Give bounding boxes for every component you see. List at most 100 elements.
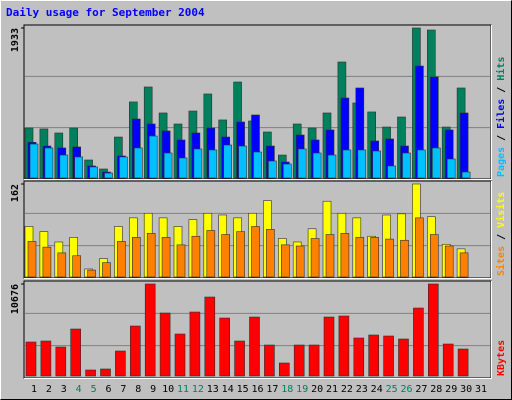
bar [144, 283, 156, 377]
bar [442, 343, 454, 377]
bar [310, 238, 320, 278]
x-tick-label: 4 [76, 384, 82, 395]
bar [102, 262, 111, 278]
bar [119, 156, 128, 179]
x-tick-label: 19 [296, 384, 308, 395]
bar [25, 341, 37, 377]
bar [72, 255, 81, 278]
bar [100, 368, 111, 377]
bar [59, 154, 69, 179]
bar [85, 369, 96, 377]
x-tick-label: 23 [356, 384, 368, 395]
panel-edge [24, 181, 492, 279]
bar [355, 237, 365, 278]
bar [295, 245, 305, 278]
bar [446, 158, 456, 179]
bar [159, 312, 171, 377]
x-tick-label: 22 [341, 384, 353, 395]
panel-edge [24, 281, 492, 379]
bar [383, 335, 394, 377]
bar [457, 348, 469, 377]
x-tick-label: 24 [371, 384, 383, 395]
bar [174, 333, 186, 377]
bar [370, 237, 380, 278]
bar [223, 144, 232, 179]
bar [282, 163, 292, 179]
bar [340, 233, 350, 278]
x-tick-label: 29 [445, 384, 457, 395]
x-tick-label: 14 [222, 384, 234, 395]
x-tick-label: 9 [150, 384, 156, 395]
bar [57, 252, 67, 278]
bar [429, 234, 439, 278]
x-tick-label: 10 [162, 384, 174, 395]
legend: KBytes [496, 340, 507, 376]
bar [461, 171, 471, 179]
x-tick-label: 28 [430, 384, 442, 395]
bar [234, 340, 245, 377]
bar [293, 344, 305, 377]
bar [353, 337, 365, 377]
x-tick-label: 11 [177, 384, 189, 395]
legend-entry: Visits [495, 192, 507, 228]
x-tick-label: 12 [192, 384, 204, 395]
bar [444, 245, 454, 278]
bar [104, 172, 113, 179]
bar [44, 147, 54, 179]
bar [148, 135, 158, 179]
x-tick-label: 16 [251, 384, 263, 395]
bar [178, 157, 188, 179]
legend-separator: / [496, 81, 507, 99]
bar [219, 317, 230, 377]
bar [146, 233, 156, 278]
x-tick-label: 1 [31, 384, 37, 395]
bar [161, 237, 171, 278]
bar [280, 244, 290, 278]
legend-entry: Hits [495, 57, 507, 81]
x-tick-label: 27 [415, 384, 427, 395]
bar [176, 244, 186, 278]
bar [238, 145, 247, 179]
bar [193, 148, 203, 179]
x-tick-label: 31 [475, 384, 487, 395]
legend: Pages / Files / Hits [495, 57, 507, 177]
bar [132, 237, 141, 278]
y-tick-label: 10676 [10, 284, 21, 314]
bar [308, 344, 320, 377]
bar [42, 246, 52, 278]
bar [115, 350, 126, 377]
bar [130, 325, 141, 377]
bar [251, 226, 260, 278]
bar [312, 152, 322, 179]
x-tick-label: 13 [207, 384, 219, 395]
bar [342, 149, 352, 179]
bar [70, 328, 81, 377]
bar [427, 283, 439, 377]
bar [417, 149, 426, 179]
bar [415, 217, 424, 278]
x-tick-label: 21 [326, 384, 338, 395]
bar [323, 316, 335, 377]
bar [327, 154, 337, 179]
bar [459, 112, 469, 179]
bar [55, 346, 67, 377]
bar [278, 362, 290, 377]
bar [268, 160, 277, 179]
panel-edge [24, 25, 492, 180]
bar [325, 234, 335, 278]
x-tick-label: 15 [237, 384, 249, 395]
y-tick-label: 162 [10, 184, 21, 202]
bar [87, 269, 96, 278]
bar [204, 296, 216, 377]
bar [89, 166, 98, 179]
x-tick-label: 26 [400, 384, 412, 395]
legend-entry: Pages [496, 147, 507, 177]
x-tick-label: 25 [386, 384, 398, 395]
bar [372, 150, 382, 179]
bar [40, 340, 52, 377]
bar [253, 151, 262, 179]
x-tick-label: 8 [135, 384, 141, 395]
bar [74, 156, 83, 179]
bar [134, 147, 143, 179]
